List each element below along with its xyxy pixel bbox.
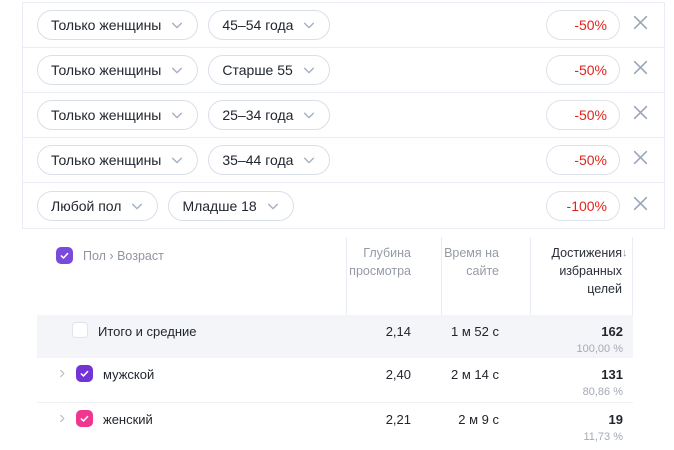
close-icon — [632, 149, 649, 171]
adjustment-value-field[interactable]: -50% — [546, 55, 620, 85]
age-dropdown[interactable]: 45–54 года — [208, 10, 331, 40]
gender-dropdown[interactable]: Только женщины — [37, 100, 199, 130]
chevron-down-icon — [170, 108, 184, 122]
cell-goals: 19 11,73 % — [530, 403, 633, 448]
rule-row: Только женщины 45–54 года -50% — [23, 3, 664, 48]
close-icon — [632, 104, 649, 126]
column-header-time[interactable]: Время на сайте — [441, 237, 530, 315]
chevron-down-icon — [302, 108, 316, 122]
dimension-selector[interactable]: Пол › Возраст — [37, 237, 346, 315]
cell-time: 1 м 52 с — [451, 324, 499, 339]
cell-depth: 2,14 — [385, 324, 411, 339]
chevron-down-icon — [130, 199, 144, 213]
remove-rule-button[interactable] — [630, 15, 650, 35]
adjustment-value-field[interactable]: -50% — [546, 100, 620, 130]
chevron-down-icon — [266, 199, 280, 213]
rule-row: Любой пол Младше 18 -100% — [23, 183, 664, 228]
adjustment-value-field[interactable]: -100% — [546, 190, 620, 221]
row-dimension-cell: женский — [37, 403, 346, 448]
gender-dropdown[interactable]: Любой пол — [37, 190, 159, 221]
expand-row-button[interactable] — [57, 365, 69, 382]
row-label: Итого и средние — [98, 324, 197, 339]
goals-count: 131 — [601, 367, 623, 382]
goals-share: 100,00 % — [576, 343, 623, 355]
age-dropdown[interactable]: Младше 18 — [168, 190, 294, 221]
age-dropdown-value: Старше 55 — [222, 62, 293, 78]
gender-dropdown-value: Только женщины — [51, 62, 162, 78]
table-row-male: мужской 2,40 2 м 14 с 131 80,86 % — [37, 358, 633, 403]
dimension-label: Пол › Возраст — [83, 249, 164, 263]
gender-dropdown-value: Любой пол — [51, 197, 122, 214]
adjustment-value-field[interactable]: -50% — [546, 145, 620, 175]
gender-dropdown[interactable]: Только женщины — [37, 10, 199, 40]
remove-rule-button[interactable] — [630, 196, 650, 216]
goals-share: 80,86 % — [582, 386, 623, 398]
row-label: мужской — [103, 367, 155, 382]
gender-dropdown[interactable]: Только женщины — [37, 145, 199, 175]
close-icon — [632, 14, 649, 36]
cell-time: 2 м 9 с — [458, 412, 499, 427]
row-label: женский — [103, 412, 153, 427]
rule-row: Только женщины Старше 55 -50% — [23, 48, 664, 93]
chevron-down-icon — [302, 153, 316, 167]
rule-row: Только женщины 35–44 года -50% — [23, 138, 664, 183]
table-row-totals: Итого и средние 2,14 1 м 52 с 162 100,00… — [37, 315, 633, 358]
sort-desc-icon: ↓ — [622, 247, 628, 259]
gender-dropdown[interactable]: Только женщины — [37, 55, 199, 85]
cell-goals: 131 80,86 % — [530, 358, 633, 402]
cell-goals: 162 100,00 % — [530, 315, 633, 358]
column-header-goals-label: Достижения избранных целей — [551, 246, 622, 296]
bid-adjustments-panel: Только женщины 45–54 года -50% Только же… — [22, 2, 665, 229]
dimension-checkbox[interactable] — [56, 247, 73, 264]
remove-rule-button[interactable] — [630, 60, 650, 80]
report-table: Пол › Возраст Глубина просмотра Время на… — [37, 237, 633, 448]
chevron-down-icon — [302, 63, 316, 77]
remove-rule-button[interactable] — [630, 150, 650, 170]
table-header: Пол › Возраст Глубина просмотра Время на… — [37, 237, 633, 315]
close-icon — [632, 195, 649, 217]
age-dropdown-value: Младше 18 — [182, 197, 257, 214]
age-dropdown-value: 25–34 года — [222, 107, 294, 123]
row-checkbox[interactable] — [72, 322, 88, 338]
age-dropdown[interactable]: 35–44 года — [208, 145, 331, 175]
age-dropdown[interactable]: Старше 55 — [208, 55, 330, 85]
rule-row: Только женщины 25–34 года -50% — [23, 93, 664, 138]
expand-row-button[interactable] — [57, 410, 69, 427]
gender-dropdown-value: Только женщины — [51, 152, 162, 168]
gender-dropdown-value: Только женщины — [51, 17, 162, 33]
age-dropdown-value: 45–54 года — [222, 17, 294, 33]
remove-rule-button[interactable] — [630, 105, 650, 125]
row-checkbox[interactable] — [76, 410, 93, 427]
gender-dropdown-value: Только женщины — [51, 107, 162, 123]
goals-count: 19 — [608, 412, 623, 427]
chevron-down-icon — [302, 18, 316, 32]
table-row-female: женский 2,21 2 м 9 с 19 11,73 % — [37, 403, 633, 448]
column-header-goals[interactable]: Достижения избранных целей ↓ — [530, 237, 633, 315]
chevron-down-icon — [170, 63, 184, 77]
chevron-down-icon — [170, 18, 184, 32]
row-checkbox[interactable] — [76, 365, 93, 382]
age-dropdown-value: 35–44 года — [222, 152, 294, 168]
goals-share: 11,73 % — [583, 431, 623, 443]
column-header-depth[interactable]: Глубина просмотра — [346, 237, 441, 315]
close-icon — [632, 59, 649, 81]
chevron-down-icon — [170, 153, 184, 167]
age-dropdown[interactable]: 25–34 года — [208, 100, 331, 130]
cell-depth: 2,40 — [385, 367, 411, 382]
row-dimension-cell: Итого и средние — [37, 315, 346, 358]
cell-depth: 2,21 — [385, 412, 411, 427]
adjustment-value-field[interactable]: -50% — [546, 10, 620, 40]
cell-time: 2 м 14 с — [451, 367, 499, 382]
row-dimension-cell: мужской — [37, 358, 346, 402]
goals-count: 162 — [601, 324, 623, 339]
